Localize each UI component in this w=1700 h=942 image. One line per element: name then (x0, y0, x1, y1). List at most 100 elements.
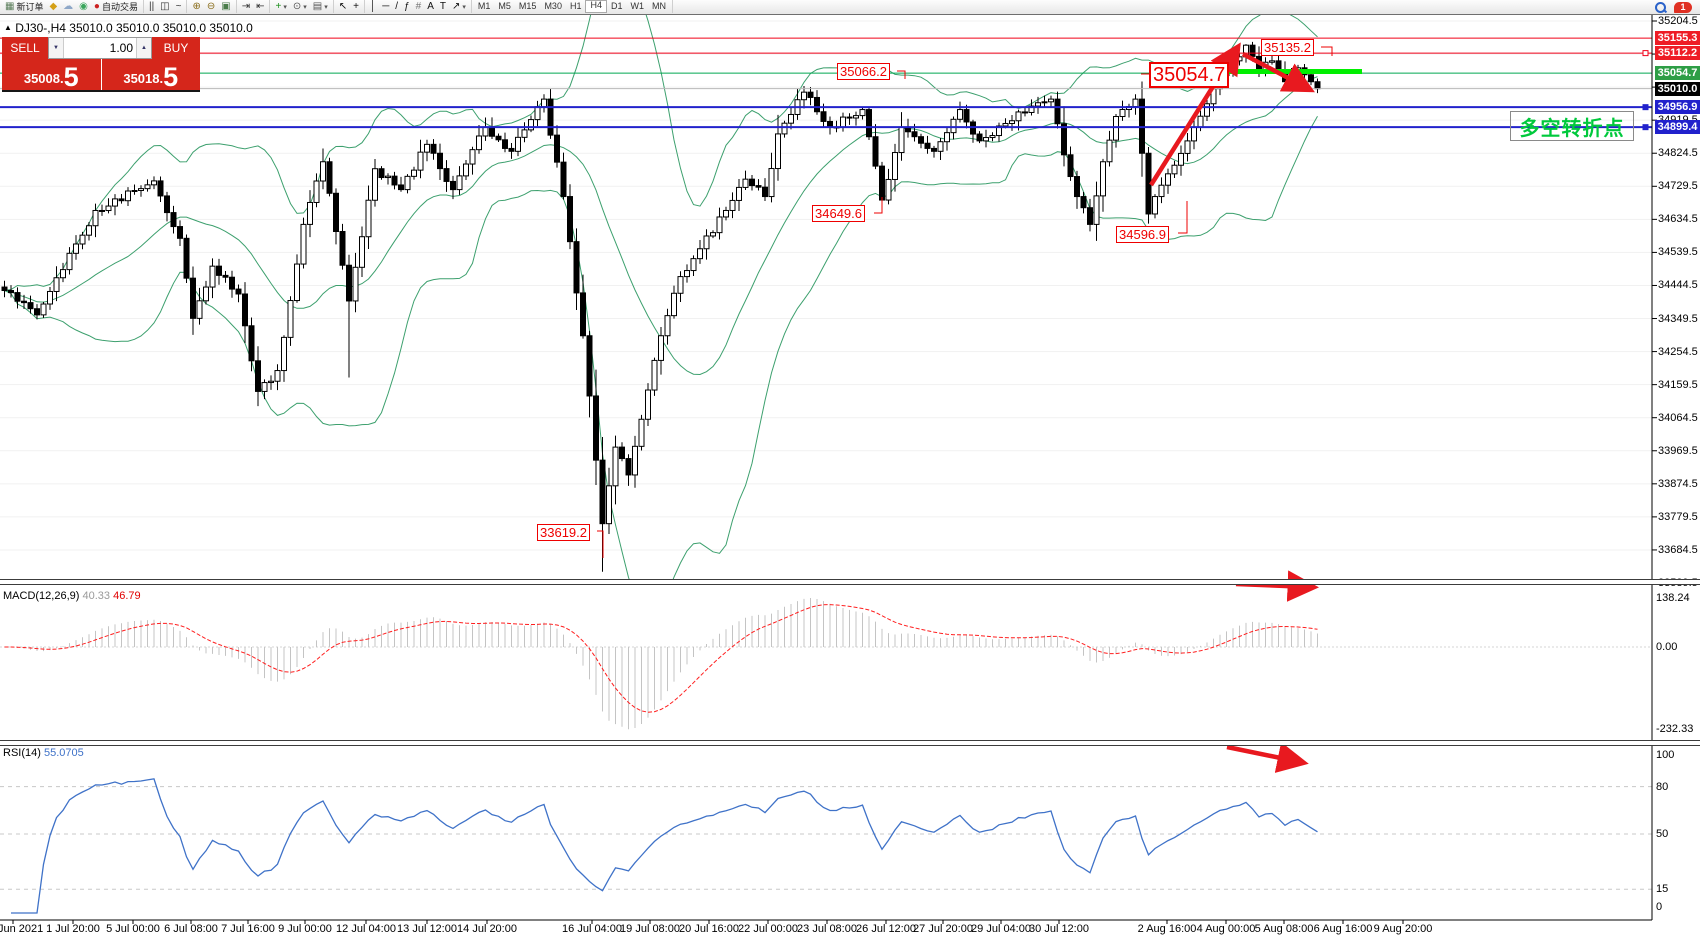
price-callout[interactable]: 35135.2 (1261, 39, 1314, 56)
text-icon: A (427, 1, 434, 12)
price-axis-tick: 33969.5 (1658, 444, 1698, 457)
bar-chart-button[interactable]: || (146, 1, 157, 13)
market-watch-button[interactable]: ◆ (46, 1, 60, 13)
price-callout[interactable]: 35054.7 (1149, 62, 1230, 88)
new-order-icon: ▦ (5, 1, 15, 12)
time-axis-label: 9 Jul 00:00 (278, 923, 332, 935)
timeframe-h4[interactable]: H4 (585, 0, 607, 13)
grid-button[interactable]: # (413, 1, 425, 13)
chart-shift-button[interactable]: ⇤ (253, 1, 267, 13)
sell-price-display[interactable]: 35008. 5 (2, 59, 101, 91)
volume-input[interactable] (64, 38, 136, 58)
tile-windows-button[interactable]: ▣ (218, 1, 233, 13)
time-axis-label: 14 Jul 20:00 (457, 923, 517, 935)
crosshair-icon: + (353, 1, 359, 12)
time-axis-label: 27 Jul 20:00 (913, 923, 973, 935)
timeframe-m15[interactable]: M15 (518, 1, 537, 11)
indicators-button[interactable]: + ▾ (272, 1, 289, 13)
price-axis-tick: 34824.5 (1658, 147, 1698, 160)
price-badge: 35112.2 (1655, 46, 1700, 61)
fibo-button[interactable]: ƒ (401, 1, 413, 13)
crosshair-button[interactable]: + (350, 1, 362, 13)
templates-button[interactable]: ▤ ▾ (310, 1, 331, 13)
trendline-button[interactable]: / (392, 1, 401, 13)
shapes-button[interactable]: ↗ ▾ (449, 1, 469, 13)
trendline-icon: / (395, 1, 399, 12)
data-window-icon: ☁ (63, 1, 74, 12)
price-badge: 35054.7 (1655, 66, 1700, 81)
timeframe-mn[interactable]: MN (652, 1, 666, 11)
zoom-in-button[interactable]: ⊕ (189, 1, 203, 13)
rsi-axis-label: 50 (1656, 828, 1669, 840)
timeframe-d1[interactable]: D1 (610, 1, 623, 11)
price-axis-tick: 34254.5 (1658, 345, 1698, 358)
notifications-icon[interactable]: 1 (1674, 1, 1692, 13)
timeframe-m30[interactable]: M30 (544, 1, 562, 11)
time-axis-label: 16 Jul 04:00 (562, 923, 622, 935)
rsi-axis-label: 100 (1656, 749, 1675, 761)
text-button[interactable]: A (424, 1, 437, 13)
new-order-button[interactable]: ▦ 新订单 (2, 1, 46, 13)
cursor-button[interactable]: ↖ (336, 1, 350, 13)
price-callout[interactable]: 35066.2 (837, 63, 890, 80)
caret-down-icon: ▾ (324, 3, 328, 11)
data-window-button[interactable]: ☁ (60, 1, 76, 13)
caret-down-icon: ▾ (303, 3, 307, 11)
zoom-out-icon: ⊖ (206, 1, 216, 12)
zoom-out-button[interactable]: ⊖ (204, 1, 218, 13)
buy-price-display[interactable]: 35018. 5 (101, 59, 200, 91)
rsi-axis-label: 15 (1656, 883, 1669, 896)
indicators-icon: + (275, 1, 282, 12)
navigator-icon: ◉ (79, 1, 88, 12)
time-axis-label: 6 Aug 16:00 (1313, 923, 1373, 935)
rsi-axis-label: 80 (1656, 780, 1669, 793)
zoom-in-icon: ⊕ (192, 1, 201, 12)
volume-increase-button[interactable]: ▲ (136, 38, 151, 58)
volume-decrease-button[interactable]: ▼ (49, 38, 64, 58)
macd-axis-label: 0.00 (1656, 641, 1678, 653)
volume-control: ▼ ▲ (48, 37, 152, 59)
price-badge: 34956.9 (1655, 100, 1700, 115)
time-axis-label: 29 Jul 04:00 (971, 923, 1031, 935)
price-axis-tick: 34349.5 (1658, 312, 1698, 325)
autotrade-button[interactable]: ● 自动交易 (91, 1, 141, 13)
sell-button[interactable]: SELL (2, 37, 48, 59)
macd-indicator-label: MACD(12,26,9) 40.33 46.79 (3, 590, 141, 602)
line-chart-button[interactable]: ~ (173, 1, 185, 13)
caret-down-icon: ▾ (462, 3, 466, 11)
line-chart-icon: ~ (175, 1, 182, 12)
price-callout[interactable]: 34649.6 (812, 205, 865, 222)
buy-button[interactable]: BUY (152, 37, 200, 59)
toolbar-group: || ◫ ~ (144, 0, 188, 13)
rsi-panel-divider[interactable] (0, 740, 1700, 746)
label-button[interactable]: T (437, 1, 449, 13)
price-callout[interactable]: 33619.2 (537, 524, 590, 541)
autotrade-icon: ● (93, 1, 100, 12)
price-axis-tick: 34634.5 (1658, 213, 1698, 226)
macd-panel-divider[interactable] (0, 579, 1700, 585)
timeframe-w1[interactable]: W1 (630, 1, 645, 11)
time-axis-label: 1 Jul 20:00 (46, 923, 100, 935)
hline-button[interactable]: ─ (379, 1, 392, 13)
timeframe-m1[interactable]: M1 (477, 1, 491, 11)
periods-button[interactable]: ⊙ ▾ (290, 1, 310, 13)
time-axis-label: 5 Jul 00:00 (106, 923, 160, 935)
timeframe-h1[interactable]: H1 (569, 1, 582, 11)
auto-scroll-button[interactable]: ⇥ (239, 1, 253, 13)
time-axis-label: 23 Jul 08:00 (797, 923, 857, 935)
search-icon[interactable] (1655, 1, 1666, 13)
price-callout[interactable]: 34596.9 (1116, 226, 1169, 243)
turning-point-label[interactable]: 多空转折点 (1510, 111, 1634, 141)
chart-title: ▲ DJ30-,H4 35010.0 35010.0 35010.0 35010… (4, 21, 253, 35)
time-axis-label: 6 Jul 08:00 (164, 923, 218, 935)
market-watch-icon: ◆ (49, 1, 58, 12)
price-axis-tick: 33874.5 (1658, 477, 1698, 490)
price-axis-tick: 35204.5 (1658, 14, 1698, 27)
navigator-button[interactable]: ◉ (76, 1, 91, 13)
candle-chart-button[interactable]: ◫ (157, 1, 172, 13)
rsi-axis-label: 0 (1656, 901, 1663, 913)
price-badge: 34899.4 (1655, 120, 1700, 135)
timeframe-m5[interactable]: M5 (498, 1, 511, 11)
vline-button[interactable]: │ (367, 1, 379, 13)
